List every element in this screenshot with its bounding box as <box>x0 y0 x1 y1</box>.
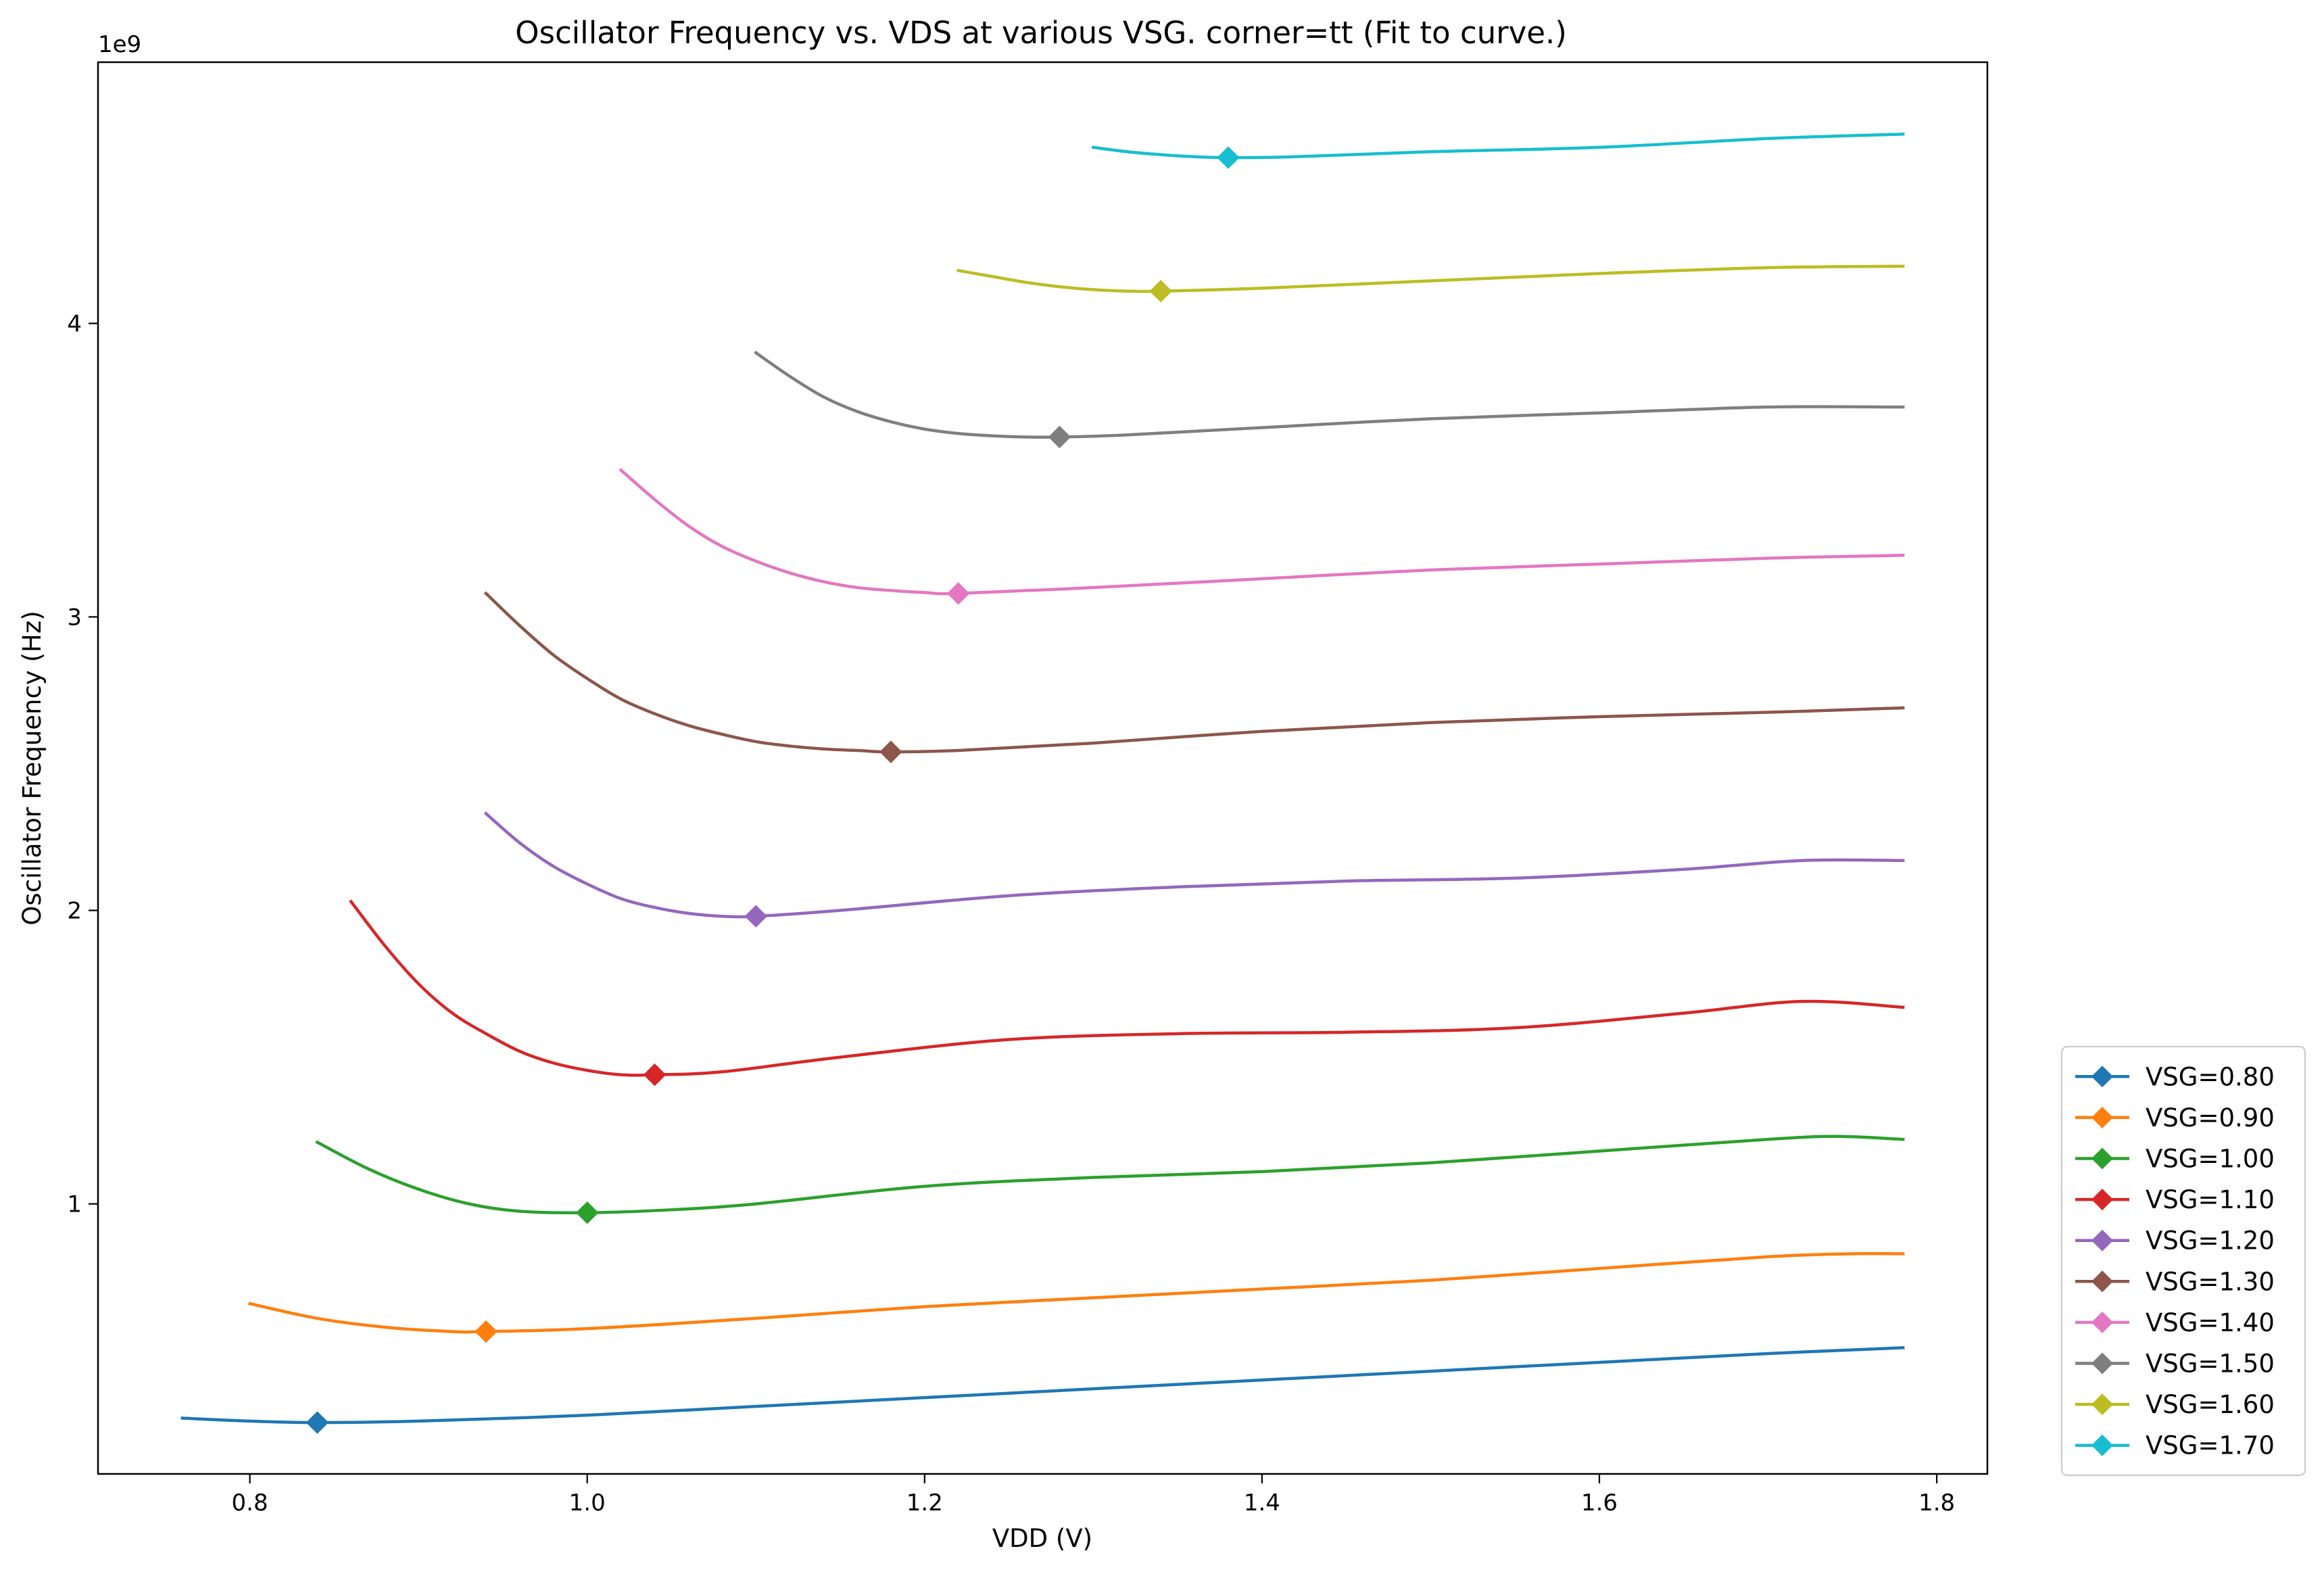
series-marker <box>575 1201 599 1224</box>
legend-label: VSG=1.00 <box>2146 1145 2275 1174</box>
legend-label: VSG=1.50 <box>2146 1350 2275 1379</box>
y-tick-label: 2 <box>67 898 82 925</box>
series-VSG=1.10 <box>349 899 1905 1087</box>
legend-label: VSG=1.10 <box>2146 1185 2275 1214</box>
series-line <box>1091 133 1905 160</box>
series-marker <box>475 1320 498 1343</box>
series-marker <box>947 582 970 605</box>
legend-item: VSG=1.60 <box>2075 1390 2275 1419</box>
legend-label: VSG=0.90 <box>2146 1103 2275 1132</box>
legend-swatch-marker <box>2091 1311 2113 1333</box>
series-line <box>247 1251 1905 1334</box>
legend-item: VSG=1.10 <box>2075 1185 2275 1214</box>
chart-title: Oscillator Frequency vs. VDS at various … <box>515 15 1567 51</box>
legend-label: VSG=1.30 <box>2146 1267 2275 1296</box>
series-line <box>483 811 1905 919</box>
legend-label: VSG=1.60 <box>2146 1390 2275 1419</box>
y-tick-label: 3 <box>67 604 82 631</box>
x-axis: 0.8 1.0 1.2 1.4 1.6 1.8 <box>232 1474 1955 1517</box>
series-VSG=1.20 <box>483 811 1905 928</box>
legend-frame <box>2060 1045 2306 1477</box>
series-marker <box>306 1411 329 1434</box>
legend: VSG=0.80 VSG=0.90 VSG=1.00 VSG=1.10 VSG=1.20… <box>2060 1045 2306 1477</box>
series-VSG=0.80 <box>180 1345 1905 1434</box>
x-tick-label: 1.8 <box>1918 1489 1955 1517</box>
series-marker <box>643 1063 667 1087</box>
series-marker <box>1217 146 1240 169</box>
legend-label: VSG=1.70 <box>2146 1431 2275 1460</box>
legend-item: VSG=1.70 <box>2075 1431 2275 1460</box>
legend-swatch-marker <box>2091 1434 2113 1456</box>
plot-area <box>180 133 1905 1434</box>
series-VSG=1.70 <box>1091 133 1905 169</box>
series-line <box>315 1135 1905 1215</box>
series-line <box>754 350 1905 439</box>
series-VSG=0.90 <box>247 1251 1905 1343</box>
series-marker <box>879 740 902 763</box>
series-VSG=1.40 <box>619 468 1905 605</box>
x-tick-label: 1.4 <box>1244 1489 1280 1517</box>
series-VSG=1.50 <box>754 350 1905 449</box>
series-line <box>349 899 1905 1077</box>
series-VSG=1.00 <box>315 1135 1905 1224</box>
series-marker <box>744 905 767 928</box>
x-tick-label: 1.0 <box>569 1489 606 1517</box>
y-tick-label: 1 <box>67 1191 82 1218</box>
legend-item: VSG=1.50 <box>2075 1350 2275 1379</box>
legend-label: VSG=1.20 <box>2146 1226 2275 1256</box>
series-marker <box>1149 279 1172 303</box>
legend-swatch-marker <box>2091 1352 2113 1375</box>
y-axis-offset-label: 1e9 <box>98 31 141 58</box>
legend-label: VSG=1.40 <box>2146 1308 2275 1337</box>
legend-label: VSG=0.80 <box>2146 1062 2275 1091</box>
legend-item: VSG=1.20 <box>2075 1226 2275 1256</box>
legend-item: VSG=1.40 <box>2075 1308 2275 1337</box>
legend-item: VSG=1.00 <box>2075 1145 2275 1174</box>
x-tick-label: 1.2 <box>906 1489 943 1517</box>
legend-swatch-marker <box>2091 1270 2113 1293</box>
plot-frame <box>97 61 1989 1475</box>
series-line <box>180 1345 1905 1425</box>
legend-swatch-marker <box>2091 1066 2113 1088</box>
legend-swatch-marker <box>2091 1189 2113 1211</box>
legend-item: VSG=0.90 <box>2075 1103 2275 1132</box>
x-tick-label: 0.8 <box>232 1489 268 1517</box>
y-axis-label: Oscillator Frequency (Hz) <box>18 611 47 925</box>
x-axis-label: VDD (V) <box>992 1524 1092 1553</box>
series-line <box>957 264 1905 293</box>
legend-item: VSG=1.30 <box>2075 1267 2275 1296</box>
y-axis: 1 2 3 4 <box>67 310 98 1218</box>
y-tick-label: 4 <box>67 310 82 337</box>
series-VSG=1.30 <box>483 591 1905 763</box>
x-tick-label: 1.6 <box>1581 1489 1618 1517</box>
series-marker <box>1048 425 1071 449</box>
legend-swatch-marker <box>2091 1229 2113 1251</box>
legend-swatch-marker <box>2091 1393 2113 1416</box>
legend-item: VSG=0.80 <box>2075 1062 2275 1091</box>
legend-swatch-marker <box>2091 1147 2113 1170</box>
series-VSG=1.60 <box>957 264 1905 303</box>
legend-swatch-marker <box>2091 1106 2113 1128</box>
